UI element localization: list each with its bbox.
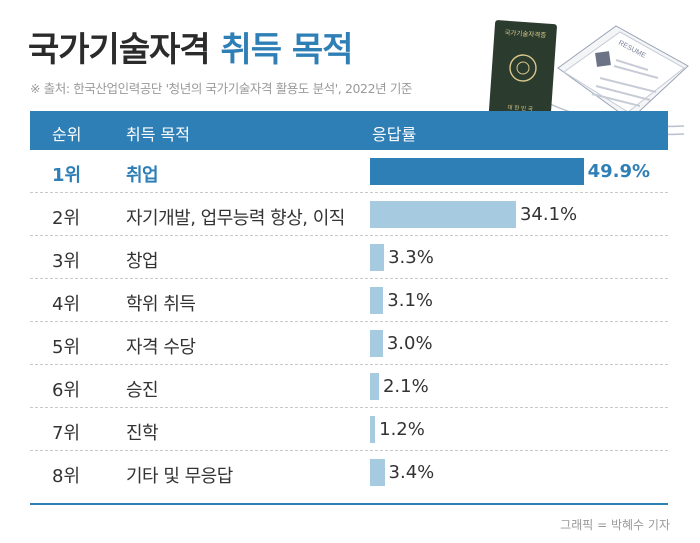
bottom-divider	[30, 503, 668, 505]
bar	[370, 416, 376, 443]
bar	[370, 158, 584, 185]
header-rank: 순위	[52, 125, 82, 144]
bar	[370, 459, 385, 486]
category-label: 승진	[126, 380, 159, 401]
passport-title: 국가기술자격증	[504, 28, 546, 40]
table-row: 7위 진학 1.2%	[30, 408, 668, 451]
passport-subtitle: 대 한 민 국	[507, 103, 533, 113]
rank-label: 3위	[52, 251, 81, 272]
value-label: 3.3%	[388, 247, 434, 268]
chart-title: 국가기술자격 취득 목적	[28, 22, 353, 71]
rank-label: 4위	[52, 294, 81, 315]
graphic-credit: 그래픽 = 박혜수 기자	[560, 518, 670, 532]
title-part1: 국가기술자격	[28, 30, 211, 70]
value-label: 1.2%	[379, 419, 425, 440]
title-part2: 취득 목적	[220, 30, 354, 70]
value-label: 3.4%	[388, 462, 435, 483]
bar	[370, 330, 383, 357]
value-label: 3.0%	[386, 333, 433, 354]
category-label: 진학	[126, 423, 159, 444]
value-label: 34.1%	[519, 204, 578, 225]
bar	[370, 244, 385, 271]
table-row: 5위 자격 수당 3.0%	[30, 322, 668, 365]
category-label: 자기개발, 업무능력 향상, 이직	[126, 208, 345, 229]
category-label: 학위 취득	[126, 294, 196, 315]
table-header: 순위 취득 목적 응답률	[30, 111, 668, 150]
bar	[370, 373, 379, 400]
table-row: 2위 자기개발, 업무능력 향상, 이직 34.1%	[30, 193, 668, 236]
rank-label: 6위	[52, 380, 81, 401]
certificate-icon: 국가기술자격증 대 한 민 국	[488, 20, 557, 122]
rank-label: 5위	[52, 337, 81, 358]
category-label: 자격 수당	[126, 337, 196, 358]
header-rate: 응답률	[372, 125, 417, 144]
table-row: 4위 학위 취득 3.1%	[30, 279, 668, 322]
header-purpose: 취득 목적	[126, 125, 190, 144]
table-row: 1위 취업 49.9%	[30, 150, 668, 193]
category-label: 기타 및 무응답	[126, 466, 233, 487]
value-label: 49.9%	[587, 161, 651, 182]
rank-label: 7위	[52, 423, 81, 444]
rank-label: 8위	[52, 466, 81, 487]
table-row: 8위 기타 및 무응답 3.4%	[30, 451, 668, 494]
table-row: 3위 창업 3.3%	[30, 236, 668, 279]
category-label: 창업	[126, 251, 159, 272]
table-row: 6위 승진 2.1%	[30, 365, 668, 408]
source-note: ※ 출처: 한국산업인력공단 '청년의 국가기술자격 활용도 분석', 2022…	[30, 81, 413, 96]
bar	[370, 201, 516, 228]
chart-rows: 1위 취업 49.9% 2위 자기개발, 업무능력 향상, 이직 34.1% 3위 창업 3.3…	[30, 150, 668, 494]
value-label: 3.1%	[387, 290, 433, 311]
bar	[370, 287, 384, 314]
category-label: 취업	[126, 165, 159, 186]
rank-label: 1위	[52, 165, 82, 186]
value-label: 2.1%	[382, 376, 429, 397]
rank-label: 2위	[52, 208, 81, 229]
